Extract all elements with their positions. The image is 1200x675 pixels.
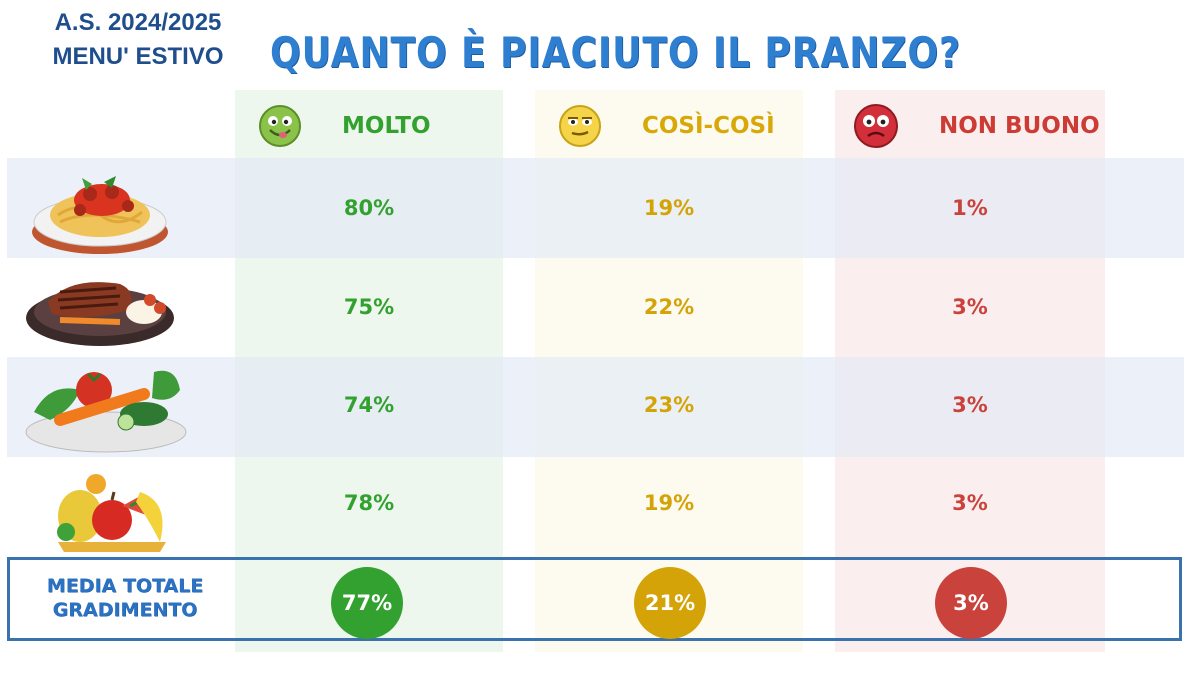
menu-line: MENU' ESTIVO — [52, 43, 224, 70]
cell-molto: 80% — [343, 196, 395, 220]
summary-row-frame — [7, 557, 1182, 641]
cell-non-buono: 3% — [952, 393, 988, 417]
row-band — [7, 158, 1184, 258]
page-title: QUANTO È PIACIUTO IL PRANZO? — [270, 28, 961, 77]
header-cosi-cosi: COSÌ-COSÌ — [558, 100, 775, 152]
cell-molto: 78% — [343, 491, 395, 515]
row-band — [7, 357, 1184, 457]
neutral-face-icon — [559, 105, 601, 147]
header-label-molto: MOLTO — [342, 113, 431, 139]
summary-badge-non-buono: 3% — [935, 567, 1007, 639]
cell-non-buono: 1% — [952, 196, 988, 220]
summary-label-line: GRADIMENTO — [52, 599, 198, 621]
cell-cosi-cosi: 19% — [643, 196, 695, 220]
year-line: A.S. 2024/2025 — [54, 9, 222, 36]
summary-badge-molto: 77% — [331, 567, 403, 639]
meat-plate-icon — [26, 282, 174, 346]
pasta-plate-icon — [32, 176, 168, 254]
header-label-non-buono: NON BUONO — [939, 113, 1100, 139]
header-non-buono: NON BUONO — [853, 100, 1100, 152]
cell-non-buono: 3% — [952, 295, 988, 319]
happy-face-icon — [259, 105, 301, 147]
cell-molto: 75% — [343, 295, 395, 319]
cell-cosi-cosi: 19% — [643, 491, 695, 515]
cell-non-buono: 3% — [952, 491, 988, 515]
cell-molto: 74% — [343, 393, 395, 417]
summary-badge-cosi-cosi: 21% — [634, 567, 706, 639]
summary-label-line: MEDIA TOTALE — [46, 575, 204, 597]
header-molto: MOLTO — [258, 100, 431, 152]
fruit-plate-icon — [57, 474, 166, 552]
vegetables-plate-icon — [25, 370, 187, 453]
school-year-label: A.S. 2024/2025 MENU' ESTIVO — [18, 6, 258, 74]
header-label-cosi-cosi: COSÌ-COSÌ — [642, 113, 775, 139]
cell-cosi-cosi: 22% — [643, 295, 695, 319]
cell-cosi-cosi: 23% — [643, 393, 695, 417]
summary-label: MEDIA TOTALE GRADIMENTO — [20, 574, 230, 622]
sad-face-icon — [854, 104, 898, 148]
